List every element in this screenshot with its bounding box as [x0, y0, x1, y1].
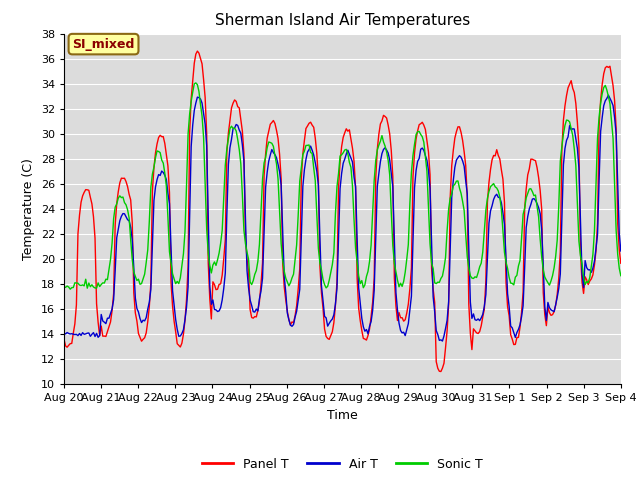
Panel T [60, 336, 68, 342]
Air T [244, 285, 252, 291]
Air T [303, 149, 311, 155]
Panel T [437, 369, 445, 374]
Air T [438, 338, 446, 344]
Air T [60, 330, 68, 336]
Panel T [255, 299, 263, 305]
X-axis label: Time: Time [327, 408, 358, 421]
Legend: Panel T, Air T, Sonic T: Panel T, Air T, Sonic T [196, 453, 488, 476]
Panel T [617, 260, 625, 266]
Air T [226, 145, 234, 151]
Sonic T [67, 286, 74, 292]
Line: Sonic T: Sonic T [64, 83, 621, 289]
Panel T [589, 272, 596, 278]
Sonic T [589, 252, 596, 257]
Air T [254, 308, 262, 314]
Line: Air T: Air T [64, 95, 621, 341]
Air T [617, 248, 625, 254]
Title: Sherman Island Air Temperatures: Sherman Island Air Temperatures [215, 13, 470, 28]
Sonic T [307, 150, 314, 156]
Panel T [228, 105, 236, 111]
Sonic T [192, 80, 200, 86]
Line: Panel T: Panel T [64, 51, 621, 372]
Air T [605, 92, 612, 98]
Panel T [129, 220, 136, 226]
Sonic T [229, 126, 237, 132]
Panel T [246, 307, 254, 312]
Sonic T [130, 269, 138, 275]
Text: SI_mixed: SI_mixed [72, 37, 135, 50]
Sonic T [617, 273, 625, 278]
Panel T [193, 48, 201, 54]
Y-axis label: Temperature (C): Temperature (C) [22, 158, 35, 260]
Air T [588, 269, 595, 275]
Air T [129, 237, 136, 243]
Panel T [305, 120, 313, 126]
Sonic T [248, 282, 255, 288]
Sonic T [60, 284, 68, 290]
Sonic T [257, 210, 265, 216]
